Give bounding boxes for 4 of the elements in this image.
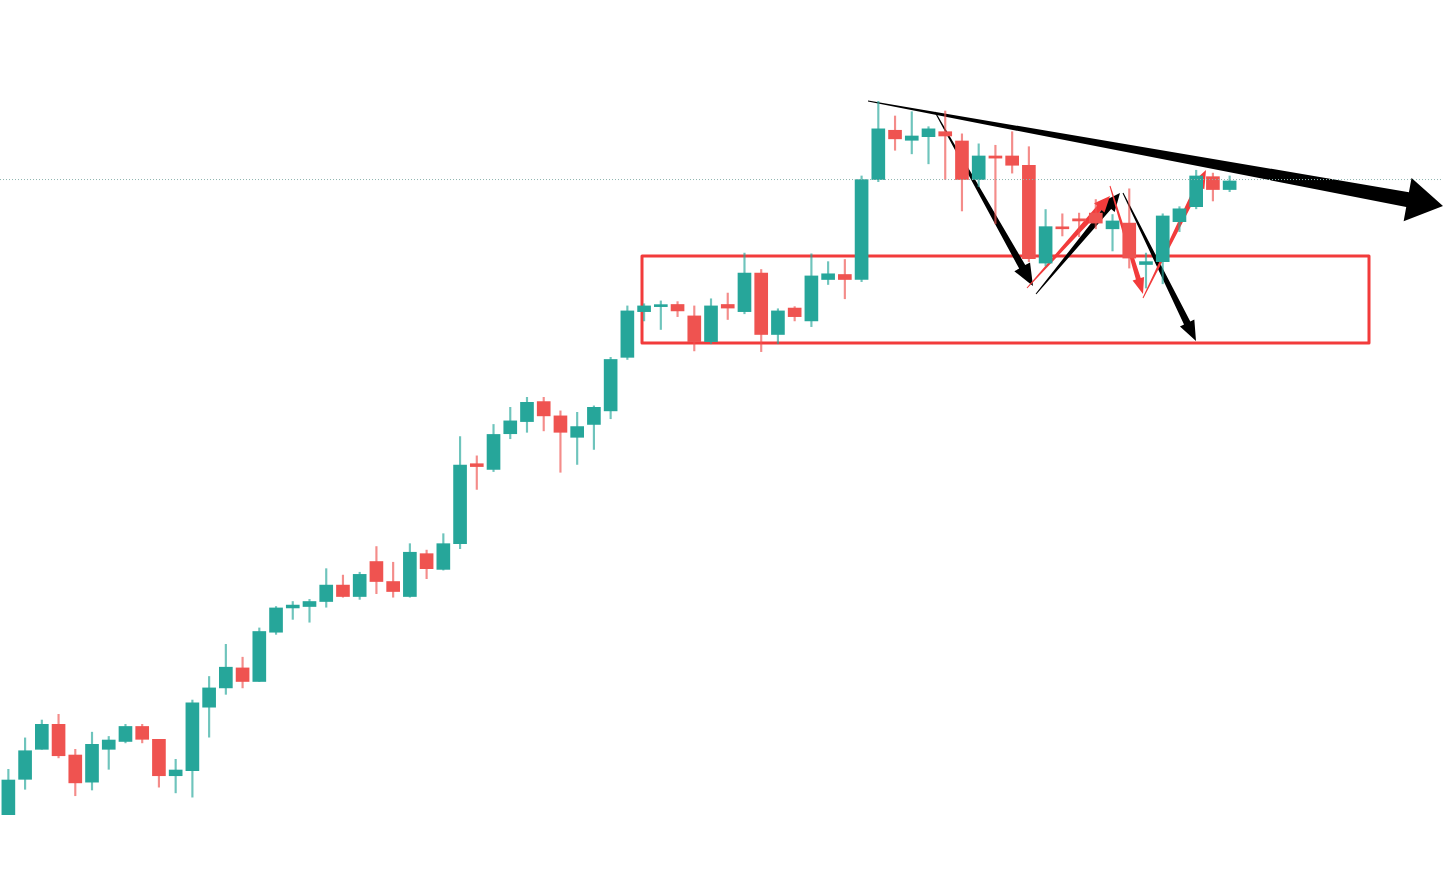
candlestick bbox=[302, 599, 317, 623]
candlestick bbox=[921, 126, 936, 165]
candlestick bbox=[553, 410, 568, 473]
candlestick bbox=[1105, 214, 1120, 252]
